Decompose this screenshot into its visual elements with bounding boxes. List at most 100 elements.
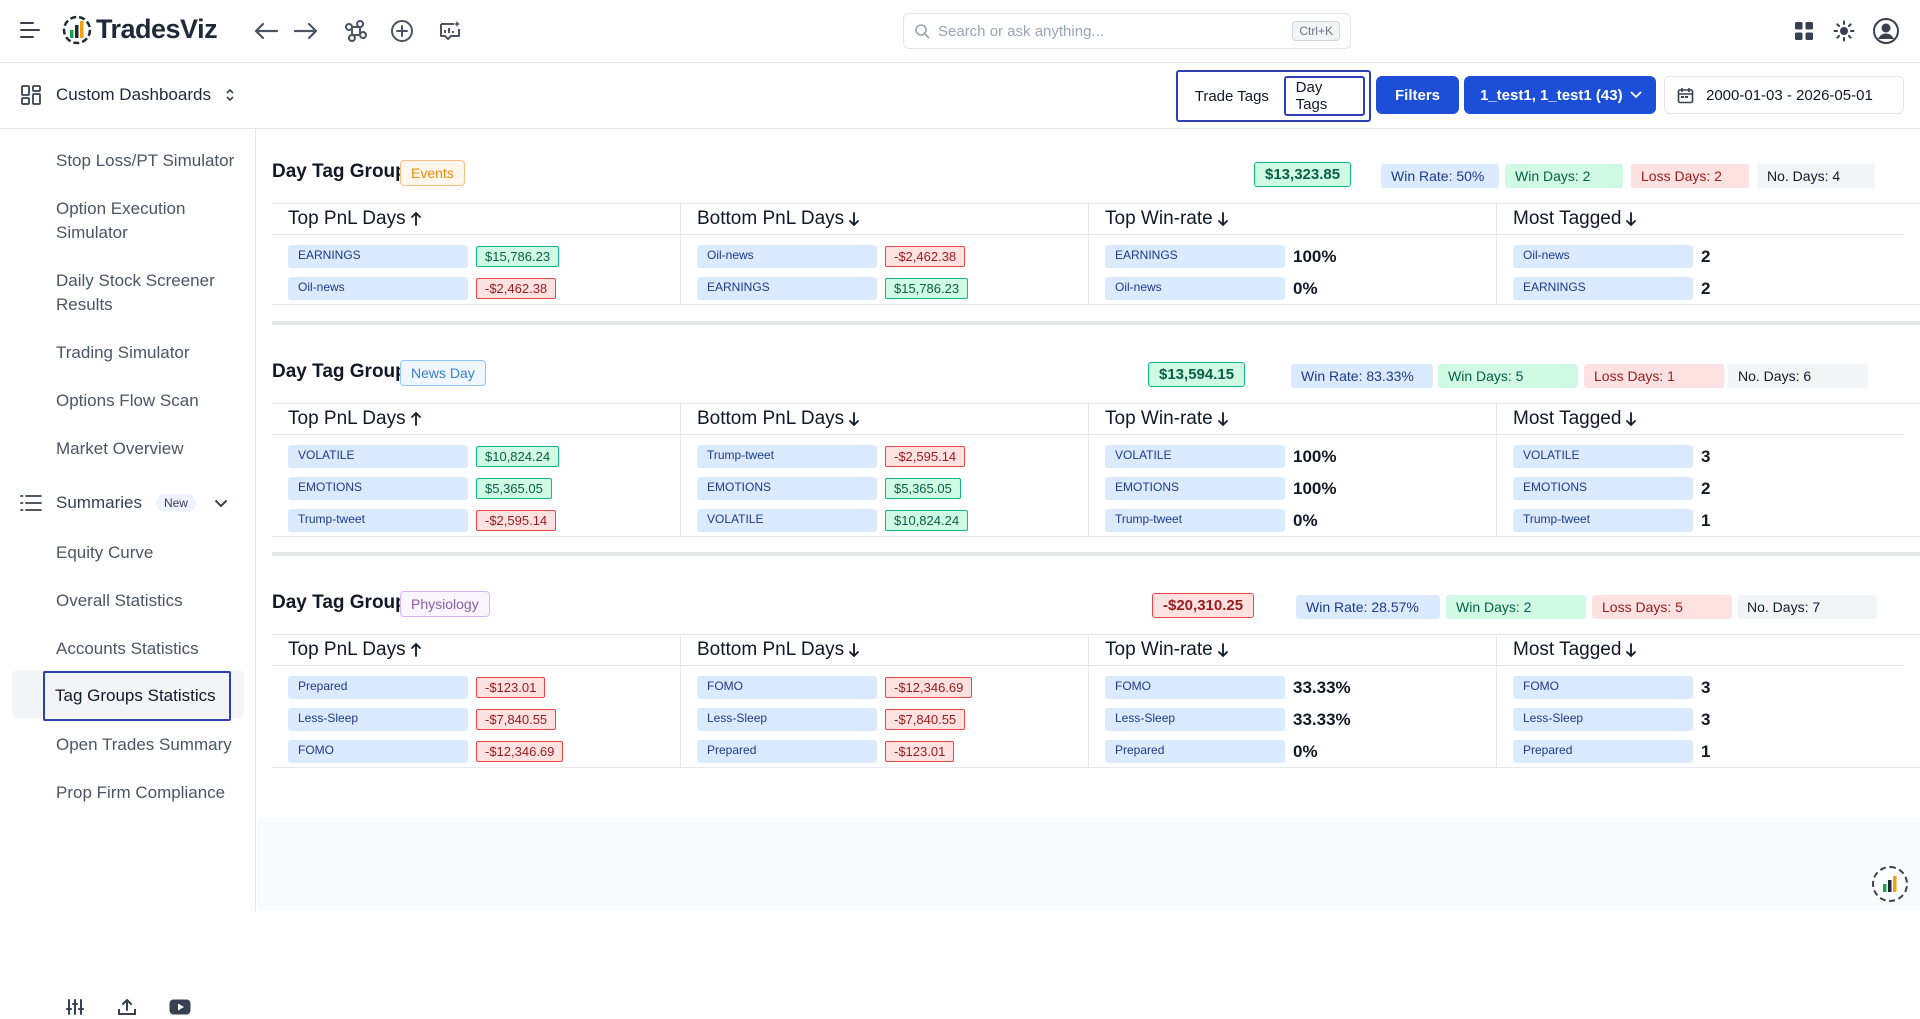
tag-label[interactable]: Less-Sleep <box>1513 708 1693 731</box>
tag-label[interactable]: Less-Sleep <box>1105 708 1285 731</box>
upload-icon[interactable] <box>115 995 139 1019</box>
sidebar-item-prop-firm-compliance[interactable]: Prop Firm Compliance <box>56 783 226 802</box>
column-top-win-rate: Top Win-rate VOLATILE 100% EMOTIONS 100% Trum… <box>1088 404 1496 536</box>
sidebar-item-equity-curve[interactable]: Equity Curve <box>56 543 154 562</box>
tag-label[interactable]: VOLATILE <box>288 445 468 468</box>
tag-label[interactable]: Oil-news <box>288 277 468 300</box>
column-header-label: Top Win-rate <box>1105 408 1213 429</box>
tag-label[interactable]: EMOTIONS <box>288 477 468 500</box>
sidebar-item-stop-loss-simulator[interactable]: Stop Loss/PT Simulator <box>56 151 235 170</box>
tag-label[interactable]: EMOTIONS <box>1105 477 1285 500</box>
search-bar[interactable]: Ctrl+K <box>903 13 1351 49</box>
tag-label[interactable]: EARNINGS <box>697 277 877 300</box>
tag-count-value: 2 <box>1701 478 1711 498</box>
column-header[interactable]: Top Win-rate <box>1105 208 1229 230</box>
tag-label[interactable]: Trump-tweet <box>697 445 877 468</box>
list-item: Oil-news -$2,462.38 <box>697 245 966 268</box>
apps-grid-icon[interactable] <box>1790 17 1818 45</box>
sidebar-section-summaries[interactable]: Summaries New <box>20 493 228 513</box>
column-header[interactable]: Most Tagged <box>1513 208 1637 230</box>
sidebar-item-options-flow-scan[interactable]: Options Flow Scan <box>56 391 199 410</box>
sidebar: Stop Loss/PT Simulator Option Execution … <box>0 129 256 1015</box>
column-top-pnl-days: Top PnL Days VOLATILE $10,824.24 EMOTIONS $5… <box>272 404 680 536</box>
filters-button[interactable]: Filters <box>1376 76 1459 114</box>
back-arrow-icon[interactable] <box>252 17 280 45</box>
column-header-divider <box>1497 665 1904 666</box>
tag-label[interactable]: Prepared <box>288 676 468 699</box>
column-header[interactable]: Top PnL Days <box>288 208 422 230</box>
column-header[interactable]: Top Win-rate <box>1105 408 1229 430</box>
sidebar-item-overall-statistics[interactable]: Overall Statistics <box>56 591 183 610</box>
column-header[interactable]: Top Win-rate <box>1105 639 1229 661</box>
tag-label[interactable]: Oil-news <box>697 245 877 268</box>
no-days-badge: No. Days: 7 <box>1737 595 1877 619</box>
tag-label[interactable]: EARNINGS <box>1105 245 1285 268</box>
calendar-icon <box>1677 87 1694 103</box>
forward-arrow-icon[interactable] <box>292 17 320 45</box>
tag-label[interactable]: Prepared <box>1105 740 1285 763</box>
sliders-icon[interactable] <box>63 995 87 1019</box>
search-shortcut-badge: Ctrl+K <box>1292 21 1340 41</box>
column-header[interactable]: Top PnL Days <box>288 408 422 430</box>
theme-sun-icon[interactable] <box>1830 17 1858 45</box>
accounts-dropdown[interactable]: 1_test1, 1_test1 (43) <box>1464 76 1656 114</box>
column-header[interactable]: Most Tagged <box>1513 408 1637 430</box>
win-rate-value: 0% <box>1293 510 1318 530</box>
column-header[interactable]: Top PnL Days <box>288 639 422 661</box>
day-tags-button[interactable]: Day Tags <box>1283 76 1365 116</box>
tag-count-value: 3 <box>1701 677 1711 697</box>
tag-label[interactable]: Trump-tweet <box>1513 509 1693 532</box>
tag-label[interactable]: FOMO <box>697 676 877 699</box>
logo[interactable]: TradesViz <box>62 14 218 45</box>
sidebar-item-trading-simulator[interactable]: Trading Simulator <box>56 343 190 362</box>
sidebar-item-daily-stock-screener[interactable]: Daily Stock Screener Results <box>56 271 215 314</box>
sidebar-item-tag-groups-statistics[interactable]: Tag Groups Statistics <box>43 671 231 721</box>
tag-label[interactable]: Prepared <box>697 740 877 763</box>
sidebar-item-market-overview[interactable]: Market Overview <box>56 439 184 458</box>
list-item: FOMO -$12,346.69 <box>288 740 564 763</box>
tag-label[interactable]: Trump-tweet <box>288 509 468 532</box>
tag-label[interactable]: FOMO <box>1513 676 1693 699</box>
tag-label[interactable]: Less-Sleep <box>697 708 877 731</box>
list-item: Oil-news 0% <box>1105 277 1318 300</box>
tag-label[interactable]: EMOTIONS <box>697 477 877 500</box>
dashboard-bar: Custom Dashboards <box>0 64 1920 129</box>
user-avatar-icon[interactable] <box>1872 17 1900 45</box>
sidebar-item-open-trades-summary[interactable]: Open Trades Summary <box>56 735 232 754</box>
youtube-icon[interactable] <box>168 995 192 1019</box>
ai-chat-icon[interactable] <box>436 17 464 45</box>
tag-label[interactable]: VOLATILE <box>1513 445 1693 468</box>
column-header[interactable]: Bottom PnL Days <box>697 208 860 230</box>
sort-down-arrow-icon <box>1217 643 1228 658</box>
tag-label[interactable]: FOMO <box>288 740 468 763</box>
search-input[interactable] <box>938 22 1293 40</box>
tag-label[interactable]: EARNINGS <box>288 245 468 268</box>
tag-label[interactable]: EARNINGS <box>1513 277 1693 300</box>
tag-label[interactable]: EMOTIONS <box>1513 477 1693 500</box>
tag-label[interactable]: Oil-news <box>1513 245 1693 268</box>
column-header[interactable]: Bottom PnL Days <box>697 639 860 661</box>
tag-label[interactable]: Oil-news <box>1105 277 1285 300</box>
date-range-picker[interactable]: 2000-01-03 - 2026-05-01 <box>1664 76 1904 114</box>
column-header-divider <box>1089 434 1496 435</box>
add-circle-icon[interactable] <box>388 17 416 45</box>
sidebar-item-accounts-statistics[interactable]: Accounts Statistics <box>56 639 199 658</box>
sort-down-arrow-icon <box>1626 412 1637 427</box>
dashboard-selector[interactable]: Custom Dashboards <box>20 84 235 106</box>
chevron-down-icon[interactable] <box>214 499 228 508</box>
column-header[interactable]: Bottom PnL Days <box>697 408 860 430</box>
column-header[interactable]: Most Tagged <box>1513 639 1637 661</box>
command-icon[interactable] <box>342 17 370 45</box>
tag-label[interactable]: FOMO <box>1105 676 1285 699</box>
tag-label[interactable]: Prepared <box>1513 740 1693 763</box>
list-item: FOMO 3 <box>1513 676 1710 699</box>
tag-label[interactable]: Trump-tweet <box>1105 509 1285 532</box>
help-widget-icon[interactable] <box>1872 866 1908 902</box>
trade-tags-button[interactable]: Trade Tags <box>1194 87 1269 105</box>
sidebar-item-option-execution-simulator[interactable]: Option Execution Simulator <box>56 199 186 242</box>
menu-icon[interactable] <box>20 22 40 40</box>
column-header-label: Most Tagged <box>1513 208 1622 229</box>
tag-label[interactable]: VOLATILE <box>697 509 877 532</box>
tag-label[interactable]: VOLATILE <box>1105 445 1285 468</box>
tag-label[interactable]: Less-Sleep <box>288 708 468 731</box>
